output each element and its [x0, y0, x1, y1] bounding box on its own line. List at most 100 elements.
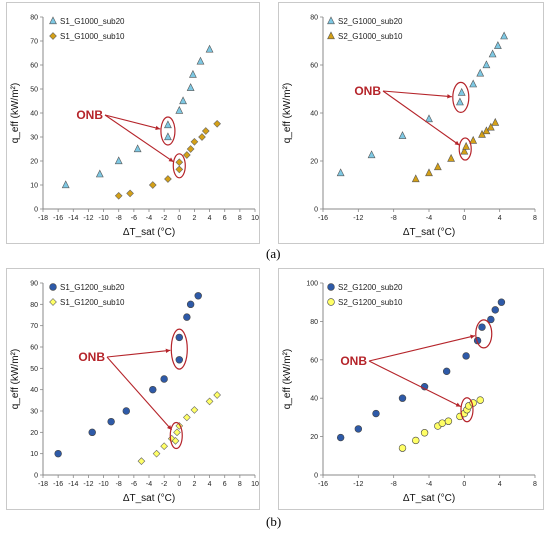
x-tick-label: 0	[462, 215, 466, 222]
x-tick-label: -10	[99, 481, 109, 488]
data-point	[164, 120, 172, 129]
data-point	[372, 409, 380, 418]
data-point	[173, 428, 181, 437]
x-tick-label: 8	[533, 215, 537, 222]
data-point	[476, 396, 484, 404]
x-tick-label: 0	[177, 215, 181, 222]
data-point	[425, 168, 433, 177]
y-tick-label: 60	[310, 63, 318, 70]
onb-arrow	[106, 356, 173, 431]
x-tick-label: -12	[353, 215, 363, 222]
x-tick-label: 6	[223, 215, 227, 222]
y-tick-label: 40	[30, 387, 38, 394]
x-tick-label: -8	[116, 215, 122, 222]
x-axis-label: ΔT_sat (°C)	[403, 493, 455, 504]
x-tick-label: 10	[251, 215, 259, 222]
onb-ellipse	[452, 81, 470, 114]
data-point	[171, 437, 180, 445]
data-point	[190, 137, 199, 146]
x-tick-label: 4	[208, 481, 212, 488]
data-point	[482, 60, 491, 69]
data-point	[186, 83, 195, 91]
data-point	[160, 442, 168, 451]
x-tick-label: 4	[498, 481, 502, 488]
series-1	[61, 44, 214, 189]
y-tick-label: 10	[30, 451, 38, 458]
legend-label: S1_G1000_sub20	[60, 17, 125, 26]
y-tick-label: 60	[310, 357, 318, 364]
data-point	[438, 419, 446, 427]
data-point	[486, 122, 495, 131]
data-point	[183, 151, 191, 159]
chart-panel-s2-g1000: -16 -12 -8 -4 0 4 8 0 20 40 60 80 ΔT_sat (°C) q_eff (…	[278, 2, 544, 244]
onb-ellipse	[169, 421, 183, 450]
x-tick-label: -8	[391, 481, 397, 488]
series-2	[398, 396, 484, 452]
onb-arrow	[104, 114, 161, 130]
chart-s1-g1200: -18 -16 -14 -12 -10 -8 -6 -4 -2 0 2 4 6 8 10 0 10 20 30 40 5…	[10, 281, 259, 505]
data-point	[469, 79, 478, 88]
y-tick-label: 80	[30, 302, 38, 309]
y-tick-label: 10	[30, 183, 38, 190]
x-tick-label: -4	[426, 215, 432, 222]
y-tick-label: 50	[30, 366, 38, 373]
x-axis-label: ΔT_sat (°C)	[403, 227, 455, 238]
data-point	[114, 191, 123, 200]
data-point	[478, 323, 486, 331]
y-axis-label: q_eff (kW/m²)	[10, 83, 21, 143]
y-axis-label: q_eff (kW/m²)	[10, 349, 21, 409]
y-tick-label: 20	[310, 159, 318, 166]
data-point	[126, 189, 134, 198]
series-2	[137, 391, 221, 465]
data-point	[412, 436, 420, 445]
onb-arrowhead	[455, 402, 461, 407]
y-tick-label: 30	[30, 409, 38, 416]
y-tick-label: 20	[310, 434, 318, 441]
x-tick-label: 2	[192, 215, 196, 222]
x-tick-label: -14	[68, 481, 78, 488]
data-point	[213, 119, 221, 128]
onb-label: ONB	[354, 84, 381, 98]
data-point	[186, 300, 195, 309]
onb-label: ONB	[340, 354, 367, 368]
data-point	[488, 49, 497, 58]
series-1	[54, 292, 202, 458]
y-tick-label: 0	[34, 207, 38, 214]
legend-label: S2_G1000_sub10	[338, 32, 403, 41]
legend-label: S1_G1200_sub20	[60, 283, 125, 292]
x-tick-label: -8	[391, 215, 397, 222]
onb-arrow	[106, 349, 171, 358]
data-point	[186, 145, 195, 153]
onb-label: ONB	[76, 108, 103, 122]
x-tick-label: -4	[146, 215, 152, 222]
y-tick-label: 100	[306, 281, 318, 288]
x-tick-label: -12	[83, 215, 93, 222]
data-point	[205, 44, 214, 53]
data-point	[194, 292, 202, 300]
data-point	[469, 135, 478, 144]
x-tick-label: -16	[53, 481, 63, 488]
x-tick-label: -12	[83, 481, 93, 488]
y-tick-label: 40	[310, 111, 318, 118]
onb-ellipse	[170, 328, 188, 370]
data-point	[398, 444, 407, 452]
legend-marker	[49, 16, 57, 25]
data-point	[367, 150, 376, 159]
data-point	[149, 385, 157, 394]
x-tick-label: 6	[223, 481, 227, 488]
x-tick-label: 2	[192, 481, 196, 488]
y-tick-label: 80	[310, 15, 318, 22]
data-point	[491, 117, 500, 126]
caption-a: (a)	[266, 246, 281, 261]
y-tick-label: 30	[30, 135, 38, 142]
data-point	[213, 391, 221, 399]
onb-arrowhead	[454, 140, 460, 146]
x-tick-label: -10	[99, 215, 109, 222]
data-point	[494, 41, 502, 49]
data-point	[205, 397, 214, 406]
x-tick-label: -8	[116, 481, 122, 488]
data-point	[54, 449, 62, 458]
legend-marker	[49, 32, 57, 40]
data-point	[398, 394, 407, 402]
